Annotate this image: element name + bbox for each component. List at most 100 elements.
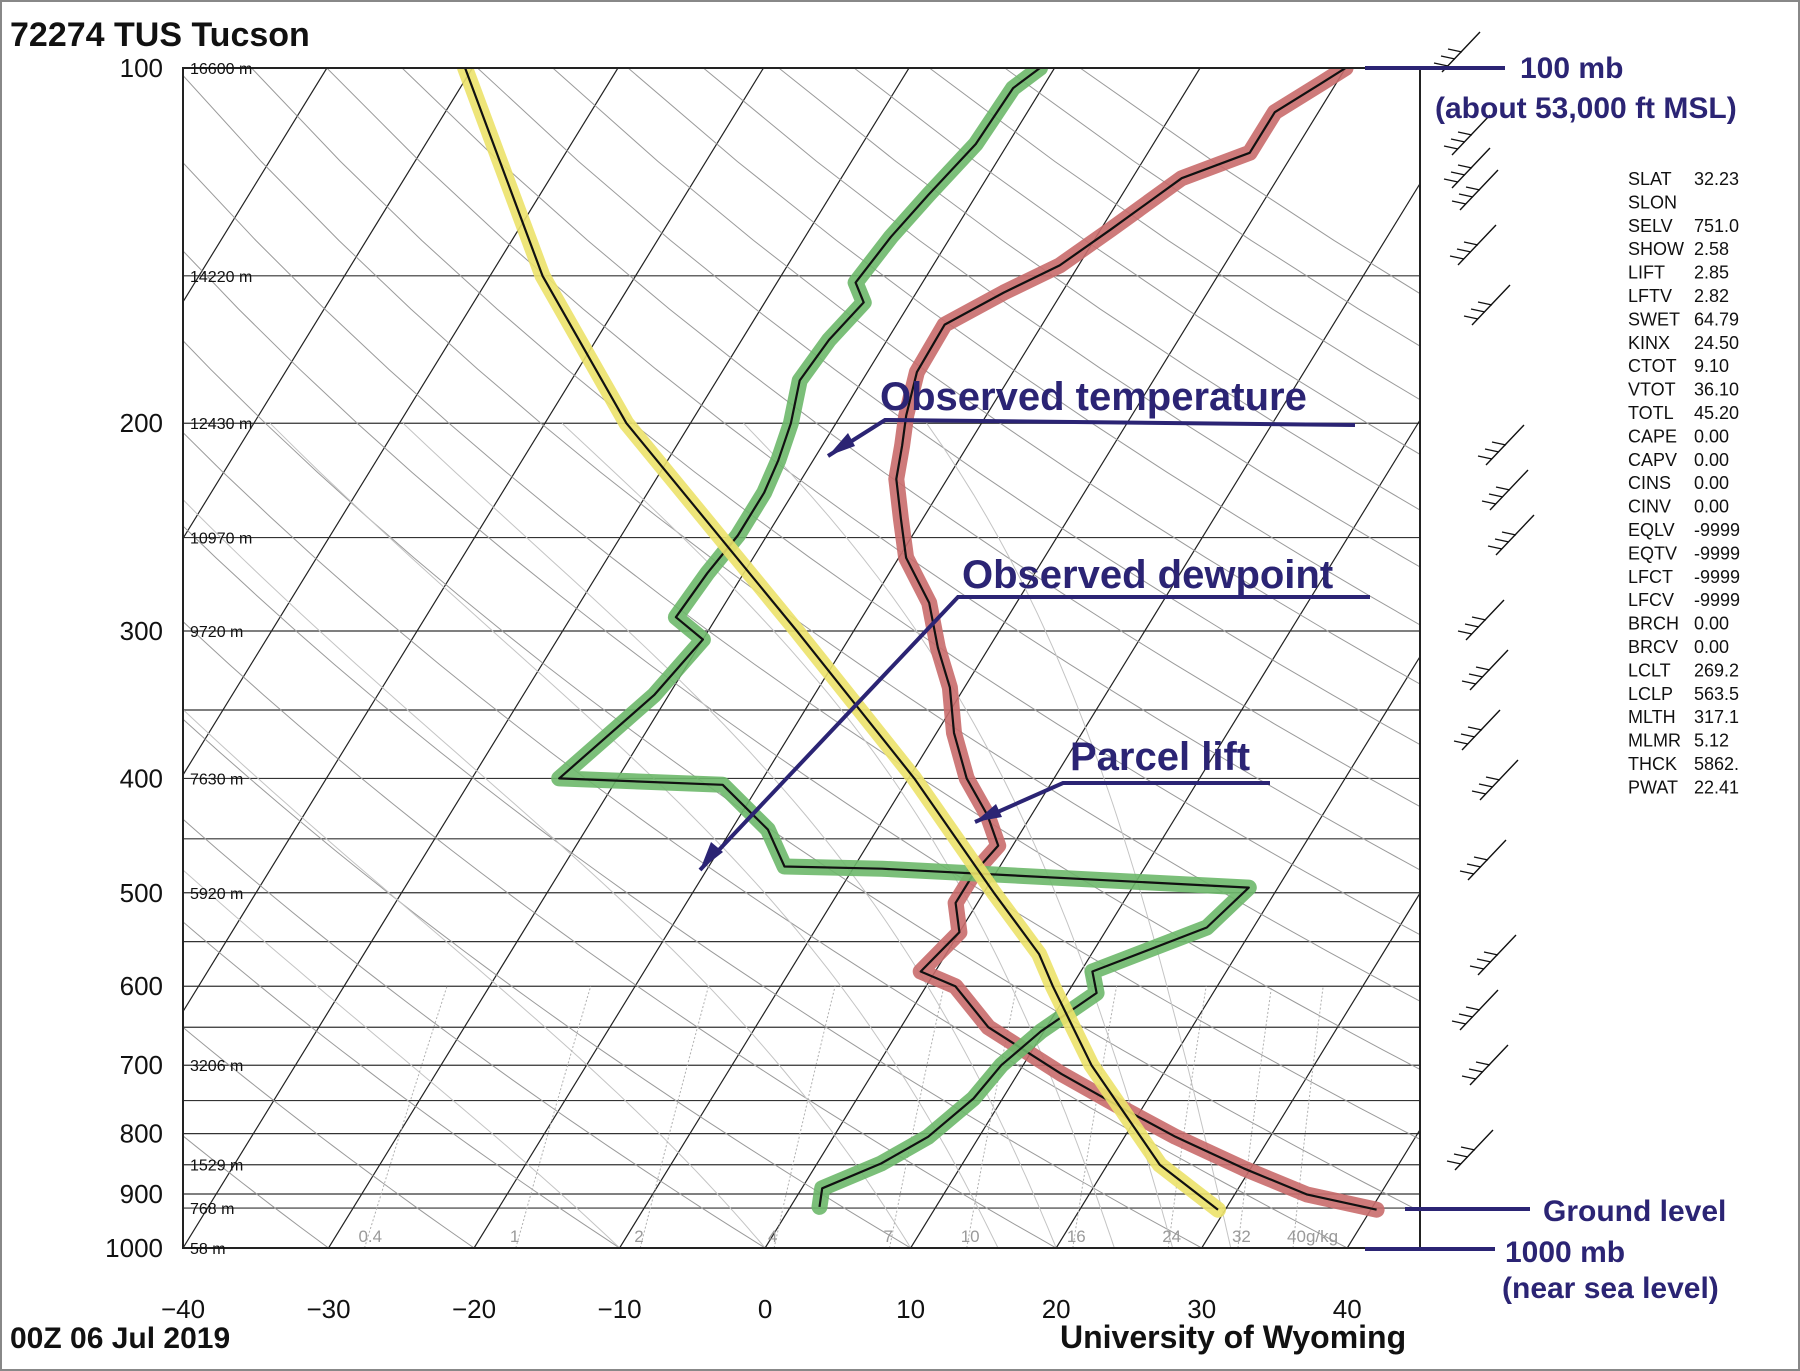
annotation-top-level: 100 mb (about 53,000 ft MSL) bbox=[1365, 52, 1737, 125]
dewpoint-label: Observed dewpoint bbox=[962, 553, 1333, 597]
wind-barb-flag bbox=[1467, 726, 1483, 731]
wind-barb bbox=[1446, 1129, 1494, 1171]
height-label: 58 m bbox=[190, 1241, 226, 1258]
mixing-ratio-label: 32 bbox=[1232, 1227, 1251, 1246]
bottom-level-sublabel: (near sea level) bbox=[1502, 1272, 1719, 1305]
index-name: CAPV bbox=[1628, 450, 1677, 470]
index-value: 2.82 bbox=[1694, 286, 1729, 306]
height-label: 16600 m bbox=[190, 61, 252, 78]
wind-barb bbox=[1433, 31, 1481, 73]
top-level-sublabel: (about 53,000 ft MSL) bbox=[1435, 92, 1737, 125]
isotherm-line bbox=[183, 68, 910, 1248]
wind-barb-flag bbox=[1477, 301, 1493, 306]
wind-barb-flag bbox=[1461, 1075, 1477, 1080]
dry-adiabat bbox=[183, 921, 620, 1248]
pressure-tick-label: 200 bbox=[120, 408, 163, 438]
index-name: CINS bbox=[1628, 473, 1671, 493]
wind-barb-flag bbox=[1476, 958, 1492, 963]
pressure-tick-label: 800 bbox=[120, 1119, 163, 1149]
wind-barb-flag bbox=[1451, 1020, 1467, 1025]
index-name: SLAT bbox=[1628, 169, 1672, 189]
annotation-dewpoint: Observed dewpoint bbox=[698, 553, 1370, 872]
index-value: 0.00 bbox=[1694, 637, 1729, 657]
wind-barb bbox=[1471, 759, 1519, 801]
wind-barb-flag bbox=[1450, 171, 1466, 176]
grid-layer bbox=[183, 68, 1420, 1248]
index-name: CTOT bbox=[1628, 356, 1677, 376]
wind-barb-flag bbox=[1465, 1006, 1481, 1011]
temperature-line bbox=[895, 68, 1377, 1211]
pressure-tick-label: 1000 bbox=[105, 1233, 163, 1263]
pressure-tick-label: 600 bbox=[120, 971, 163, 1001]
isotherm-line bbox=[1201, 892, 1420, 1248]
temperature-tick-label: 30 bbox=[1187, 1294, 1216, 1324]
mixing-ratio-line bbox=[364, 986, 448, 1248]
mixing-ratio-label: 0.4 bbox=[358, 1227, 382, 1246]
wind-barb-flag bbox=[1446, 1160, 1462, 1165]
wind-barb-flag bbox=[1475, 1061, 1491, 1066]
temperature-tick-label: −10 bbox=[598, 1294, 642, 1324]
mixing-ratio-line bbox=[773, 986, 836, 1248]
dry-adiabat bbox=[326, 68, 1420, 871]
index-name: VTOT bbox=[1628, 380, 1676, 400]
mixing-ratio-label: 16 bbox=[1067, 1227, 1086, 1246]
isotherm-line bbox=[183, 68, 764, 1013]
mixing-ratio-line bbox=[1292, 986, 1324, 1248]
wind-barb-flag bbox=[1459, 870, 1475, 875]
wind-barb-flag bbox=[1494, 538, 1510, 543]
wind-barb-flag bbox=[1473, 856, 1489, 861]
wind-barb bbox=[1449, 224, 1497, 266]
index-value: 317.1 bbox=[1694, 707, 1739, 727]
wind-barb-flag bbox=[1433, 62, 1449, 67]
index-value: 5.12 bbox=[1694, 731, 1729, 751]
index-value: 22.41 bbox=[1694, 777, 1739, 797]
annotation-parcel: Parcel lift bbox=[974, 735, 1270, 824]
index-name: SELV bbox=[1628, 216, 1673, 236]
mixing-ratio-line bbox=[1167, 986, 1207, 1248]
index-name: EQLV bbox=[1628, 520, 1675, 540]
annotation-temperature: Observed temperature bbox=[826, 375, 1356, 458]
wind-barbs bbox=[1433, 31, 1535, 1171]
moist-adiabat bbox=[183, 708, 766, 1248]
index-value: 5862. bbox=[1694, 754, 1739, 774]
wind-barb bbox=[1453, 709, 1501, 751]
wind-barb-flag bbox=[1468, 1068, 1484, 1073]
wind-barb-flag bbox=[1488, 493, 1504, 498]
mixing-ratio-label: 40g/kg bbox=[1287, 1227, 1338, 1246]
dry-adiabat bbox=[703, 68, 1420, 568]
wind-barb bbox=[1443, 114, 1491, 156]
index-name: CAPE bbox=[1628, 426, 1677, 446]
dry-adiabat bbox=[183, 250, 1420, 1140]
dry-adiabat bbox=[477, 68, 1420, 746]
wind-barb-flag bbox=[1443, 178, 1459, 183]
temperature-label: Observed temperature bbox=[880, 375, 1307, 419]
top-level-label: 100 mb bbox=[1520, 52, 1623, 85]
wind-barb-flag bbox=[1440, 55, 1456, 60]
dry-adiabat bbox=[183, 818, 766, 1248]
mixing-ratio-label: 10 bbox=[961, 1227, 980, 1246]
index-value: 0.00 bbox=[1694, 473, 1729, 493]
wind-barb bbox=[1451, 989, 1499, 1031]
height-label: 7630 m bbox=[190, 771, 243, 788]
index-value: 9.10 bbox=[1694, 356, 1729, 376]
height-label: 768 m bbox=[190, 1201, 234, 1218]
wind-barb bbox=[1459, 839, 1507, 881]
pressure-tick-label: 900 bbox=[120, 1179, 163, 1209]
moist-adiabat bbox=[269, 422, 999, 1248]
index-value: 0.00 bbox=[1694, 497, 1729, 517]
wind-barb-flag bbox=[1464, 623, 1480, 628]
index-value: 2.85 bbox=[1694, 263, 1729, 283]
wind-barb bbox=[1461, 1044, 1509, 1086]
height-label: 5920 m bbox=[190, 886, 243, 903]
wind-barb-flag bbox=[1470, 308, 1486, 313]
moist-adiabat bbox=[402, 422, 1057, 1248]
mixing-ratio-label: 7 bbox=[884, 1227, 893, 1246]
isotherm-line bbox=[1346, 1128, 1420, 1248]
index-name: SWET bbox=[1628, 309, 1680, 329]
dewpoint-line bbox=[558, 68, 1250, 1208]
annotation-ground: Ground level bbox=[1405, 1195, 1726, 1228]
wind-barb bbox=[1457, 599, 1505, 641]
index-name: LCLP bbox=[1628, 684, 1673, 704]
wind-barb bbox=[1487, 514, 1535, 556]
wind-barb-flag bbox=[1487, 545, 1503, 550]
